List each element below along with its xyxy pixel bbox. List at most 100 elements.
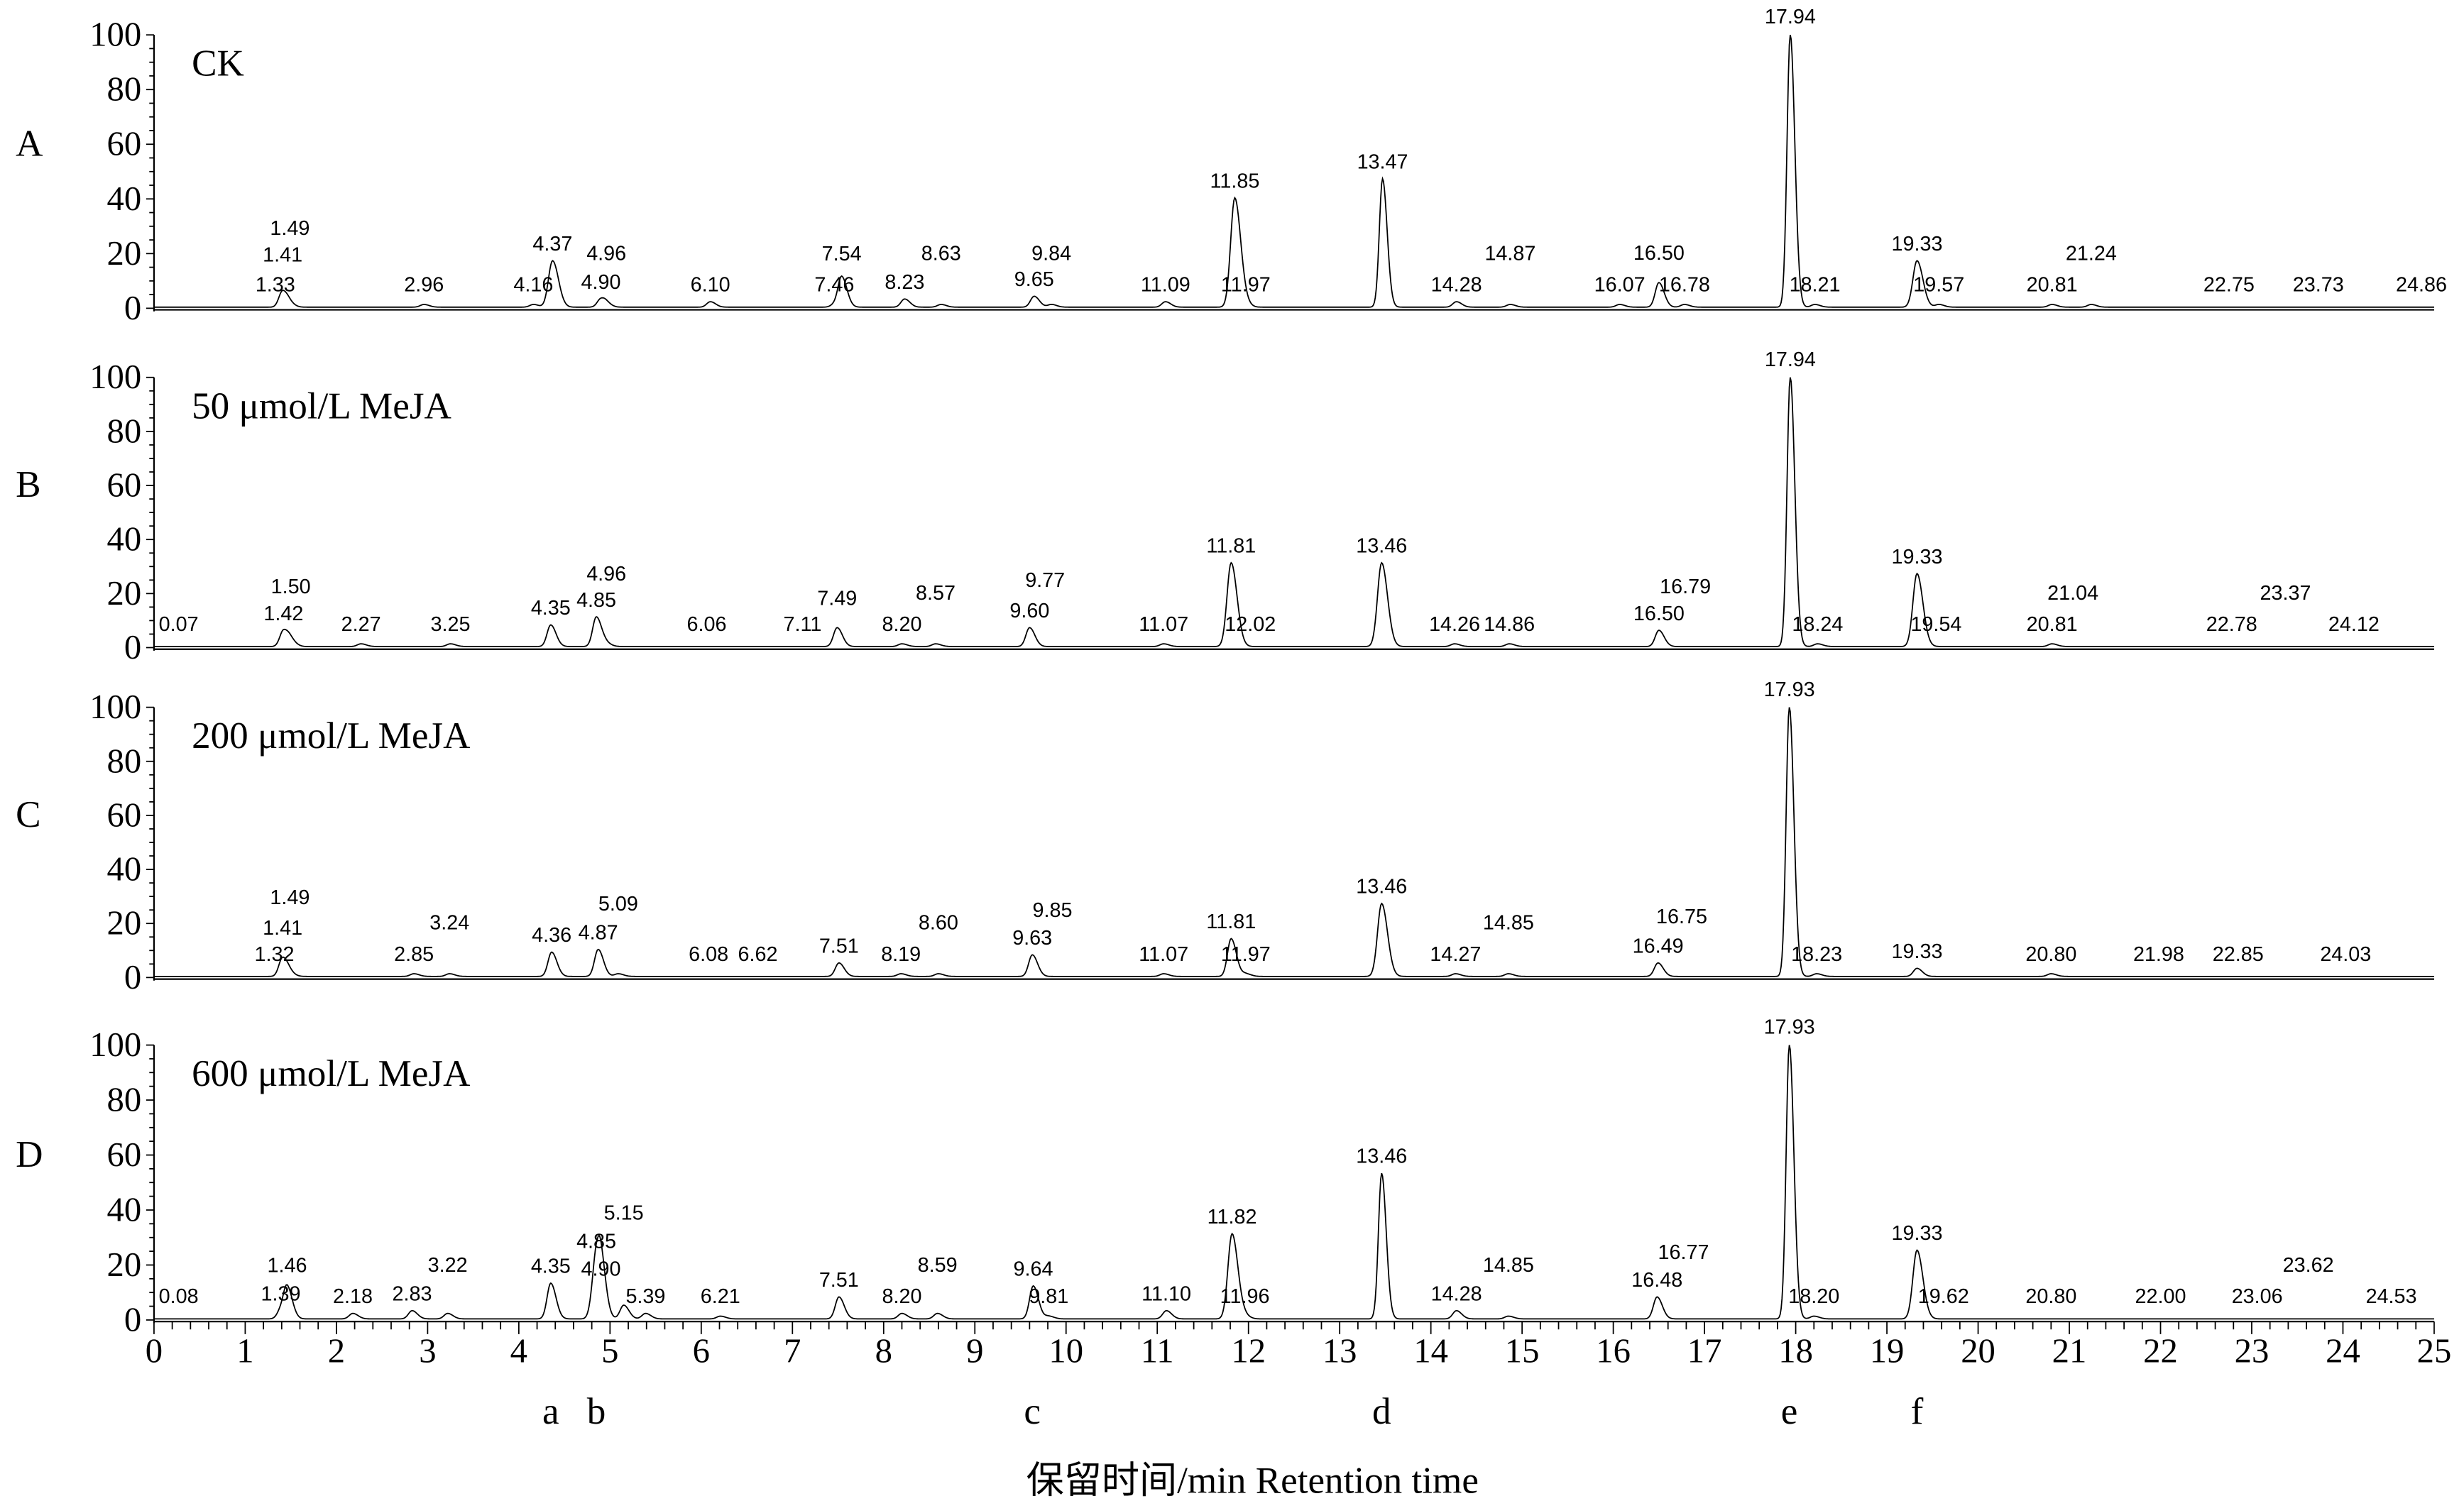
peak-label: 11.97 — [1221, 943, 1271, 966]
y-tick-label: 100 — [89, 16, 141, 54]
peak-label: 7.51 — [819, 1269, 859, 1292]
peak-label: 11.09 — [1141, 274, 1190, 297]
peak-label: 16.07 — [1594, 274, 1646, 297]
x-tick-label: 20 — [1961, 1332, 1995, 1370]
y-tick-label: 40 — [107, 180, 142, 218]
peak-label: 16.50 — [1633, 603, 1685, 625]
y-tick-label: 80 — [107, 1081, 142, 1119]
panel-b: B 50 μmol/L MeJA 0 20 40 60 80 100 0.07 1.42 1.50 2… — [16, 348, 2434, 666]
peak-label: 4.90 — [581, 1258, 620, 1280]
x-tick-label: 16 — [1596, 1332, 1631, 1370]
x-tick-label: 0 — [146, 1332, 163, 1370]
peak-label: 11.07 — [1139, 943, 1188, 966]
peak-label: 9.77 — [1025, 569, 1065, 592]
chromatogram-trace — [153, 1045, 2434, 1320]
peak-label: 14.27 — [1430, 943, 1481, 966]
y-tick-label: 40 — [107, 520, 142, 559]
panel-letter: D — [16, 1134, 43, 1175]
peak-label: 13.47 — [1357, 150, 1408, 173]
peak-label: 5.39 — [625, 1285, 665, 1308]
y-tick-label: 60 — [107, 125, 142, 163]
peak-label: 6.21 — [701, 1285, 740, 1308]
y-tick-label: 0 — [124, 628, 141, 666]
x-tick-label: 12 — [1231, 1332, 1266, 1370]
peak-label: 21.24 — [2066, 242, 2117, 265]
peak-label: 8.59 — [918, 1254, 958, 1277]
peak-label: 4.16 — [513, 274, 553, 297]
peak-label: 7.51 — [819, 935, 859, 957]
peak-label: 4.96 — [586, 242, 626, 265]
peak-label: 12.02 — [1225, 613, 1276, 636]
peak-label: 16.50 — [1633, 242, 1685, 265]
y-tick-label: 20 — [107, 904, 142, 942]
x-tick-label: 25 — [2417, 1332, 2452, 1370]
peak-label: 22.78 — [2206, 613, 2257, 636]
panel-title: 50 μmol/L MeJA — [192, 385, 451, 427]
peak-marker-f: f — [1911, 1391, 1924, 1432]
peak-label: 7.49 — [817, 587, 857, 610]
peak-label: 14.26 — [1429, 613, 1480, 636]
y-tick-label: 100 — [89, 358, 141, 396]
peak-label: 1.32 — [255, 943, 295, 966]
peak-label: 17.94 — [1765, 6, 1816, 28]
peak-label: 0.08 — [159, 1285, 199, 1308]
peak-label: 1.39 — [261, 1282, 301, 1305]
peak-label: 6.06 — [687, 613, 727, 636]
peak-label: 9.84 — [1031, 242, 1071, 265]
panel-title: 200 μmol/L MeJA — [192, 715, 470, 757]
peak-label: 1.42 — [263, 603, 303, 625]
peak-label: 19.33 — [1891, 940, 1942, 963]
peak-label: 7.11 — [784, 613, 822, 636]
y-tick-label: 100 — [89, 688, 141, 726]
peak-label: 1.46 — [268, 1254, 307, 1277]
peak-label: 11.81 — [1206, 911, 1256, 933]
peak-label: 14.87 — [1484, 242, 1535, 265]
peak-label: 23.06 — [2232, 1285, 2283, 1308]
peak-label: 11.82 — [1208, 1206, 1257, 1228]
y-tick-label: 60 — [107, 796, 142, 834]
x-tick-label: 4 — [510, 1332, 527, 1370]
peak-label: 11.96 — [1220, 1285, 1270, 1308]
x-tick-label: 2 — [328, 1332, 345, 1370]
peak-label: 19.33 — [1891, 1222, 1942, 1245]
x-tick-label: 15 — [1505, 1332, 1540, 1370]
peak-label: 9.63 — [1012, 927, 1052, 950]
peak-label: 20.80 — [2025, 1285, 2076, 1308]
peak-label: 23.73 — [2293, 274, 2344, 297]
peak-label: 11.81 — [1206, 535, 1256, 558]
peak-label: 9.85 — [1032, 899, 1072, 922]
y-tick-label: 80 — [107, 412, 142, 450]
peak-label: 9.60 — [1009, 600, 1049, 622]
peak-label: 11.10 — [1141, 1282, 1191, 1305]
peak-label: 0.07 — [159, 613, 199, 636]
peak-label: 16.78 — [1659, 274, 1710, 297]
peak-marker-a: a — [542, 1391, 559, 1432]
x-axis-title: 保留时间/min Retention time — [1026, 1460, 1479, 1501]
peak-label: 1.41 — [263, 244, 302, 267]
peak-label: 3.22 — [428, 1254, 468, 1277]
peak-label: 17.93 — [1764, 1016, 1815, 1039]
y-tick-label: 0 — [124, 289, 141, 327]
peak-label: 16.75 — [1656, 906, 1707, 928]
peak-label: 23.37 — [2260, 582, 2311, 605]
panel-a: A CK 0 20 40 60 80 100 1.33 1.41 1.49 2.96 4.16 4.37 4… — [16, 6, 2447, 327]
peak-label: 22.85 — [2213, 943, 2264, 966]
y-tick-label: 20 — [107, 234, 142, 273]
peak-label: 9.81 — [1029, 1285, 1068, 1308]
peak-label: 6.08 — [689, 943, 728, 966]
peak-label: 9.64 — [1013, 1258, 1053, 1280]
peak-label: 2.27 — [341, 613, 381, 636]
panel-title: 600 μmol/L MeJA — [192, 1053, 470, 1094]
peak-label: 8.57 — [916, 582, 956, 605]
peak-label: 18.24 — [1792, 613, 1843, 636]
peak-label: 24.53 — [2366, 1285, 2417, 1308]
panel-title: CK — [192, 43, 244, 84]
peak-label: 14.28 — [1431, 1282, 1482, 1305]
peak-label: 11.85 — [1210, 170, 1259, 192]
peak-label: 4.87 — [579, 921, 618, 944]
peak-label: 18.21 — [1790, 274, 1841, 297]
peak-label: 4.90 — [581, 271, 620, 294]
y-tick-label: 60 — [107, 466, 142, 505]
